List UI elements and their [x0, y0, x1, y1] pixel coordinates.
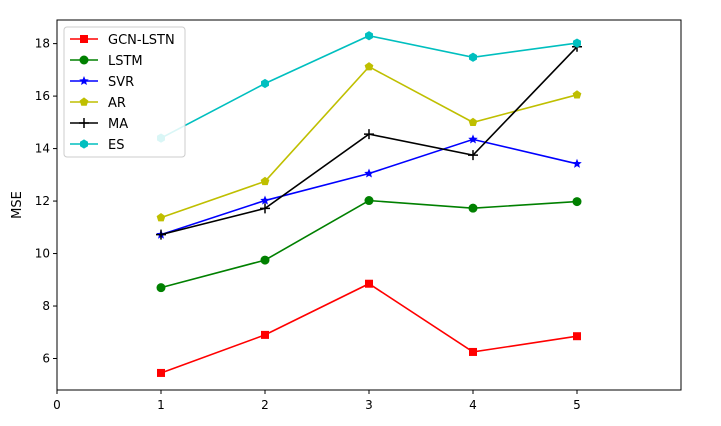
data-point-gcn-lstn — [365, 279, 373, 288]
legend-marker — [80, 35, 88, 43]
x-tick-label: 1 — [157, 398, 165, 412]
data-point-ma — [364, 129, 374, 140]
legend-item-es: ES — [70, 138, 124, 153]
data-point-ar — [260, 176, 270, 186]
legend-item-svr: SVR — [70, 75, 134, 90]
legend-marker — [79, 118, 89, 128]
x-tick-label: 2 — [261, 398, 269, 412]
x-tick-label: 4 — [469, 398, 477, 412]
series-lstm — [156, 196, 582, 293]
legend-marker — [80, 139, 88, 149]
legend-label: AR — [108, 96, 126, 111]
legend-label: LSTM — [108, 54, 143, 69]
legend-label: MA — [108, 117, 128, 132]
legend-marker — [79, 55, 89, 65]
data-point-svr — [572, 158, 582, 168]
legend-label: ES — [108, 138, 124, 153]
data-point-gcn-lstn — [469, 347, 477, 356]
y-tick-label: 6 — [42, 352, 50, 366]
data-point-lstm — [468, 203, 478, 213]
data-point-ar — [572, 90, 582, 99]
y-tick-label: 8 — [42, 299, 50, 313]
legend-label: SVR — [108, 75, 134, 90]
data-point-lstm — [364, 196, 374, 206]
data-point-lstm — [572, 197, 582, 207]
legend-item-ar: AR — [70, 96, 126, 111]
y-axis-label: MSE — [10, 191, 25, 219]
legend-item-lstm: LSTM — [70, 54, 143, 69]
data-point-ar — [156, 213, 166, 222]
legend: GCN-LSTN LSTM SVR AR MA ES — [63, 26, 186, 158]
data-point-ma — [156, 229, 166, 240]
x-tick-label: 5 — [573, 398, 581, 412]
legend-label: GCN-LSTN — [108, 33, 175, 48]
plot-frame — [56, 19, 682, 391]
data-point-gcn-lstn — [157, 368, 165, 377]
series-es — [157, 31, 581, 143]
legend-item-ma: MA — [70, 117, 128, 132]
legend-item-gcn-lstn: GCN-LSTN — [70, 33, 175, 48]
data-point-es — [469, 52, 477, 62]
legend-marker — [79, 97, 89, 106]
series-layer — [156, 31, 582, 377]
data-point-es — [573, 38, 581, 48]
data-point-ma — [260, 203, 270, 214]
y-tick-label: 14 — [35, 142, 50, 156]
data-point-gcn-lstn — [573, 332, 581, 341]
data-point-gcn-lstn — [261, 330, 269, 339]
data-point-lstm — [156, 283, 166, 293]
legend-marker — [79, 76, 89, 86]
data-point-svr — [468, 134, 478, 144]
data-point-svr — [364, 168, 374, 178]
data-point-lstm — [260, 255, 270, 265]
x-tick-label: 3 — [365, 398, 373, 412]
data-point-ar — [364, 62, 374, 71]
data-point-es — [261, 78, 269, 89]
y-tick-label: 10 — [35, 247, 50, 261]
y-tick-label: 12 — [35, 194, 50, 208]
data-point-svr — [260, 195, 270, 205]
data-point-ma — [468, 150, 478, 161]
y-tick-label: 16 — [35, 89, 50, 103]
y-tick-label: 18 — [35, 37, 50, 51]
x-tick-label: 0 — [53, 398, 61, 412]
series-ma — [156, 41, 582, 240]
series-gcn-lstn — [157, 279, 581, 377]
data-point-es — [365, 31, 373, 41]
data-point-ar — [468, 117, 478, 127]
series-ar — [156, 62, 582, 222]
